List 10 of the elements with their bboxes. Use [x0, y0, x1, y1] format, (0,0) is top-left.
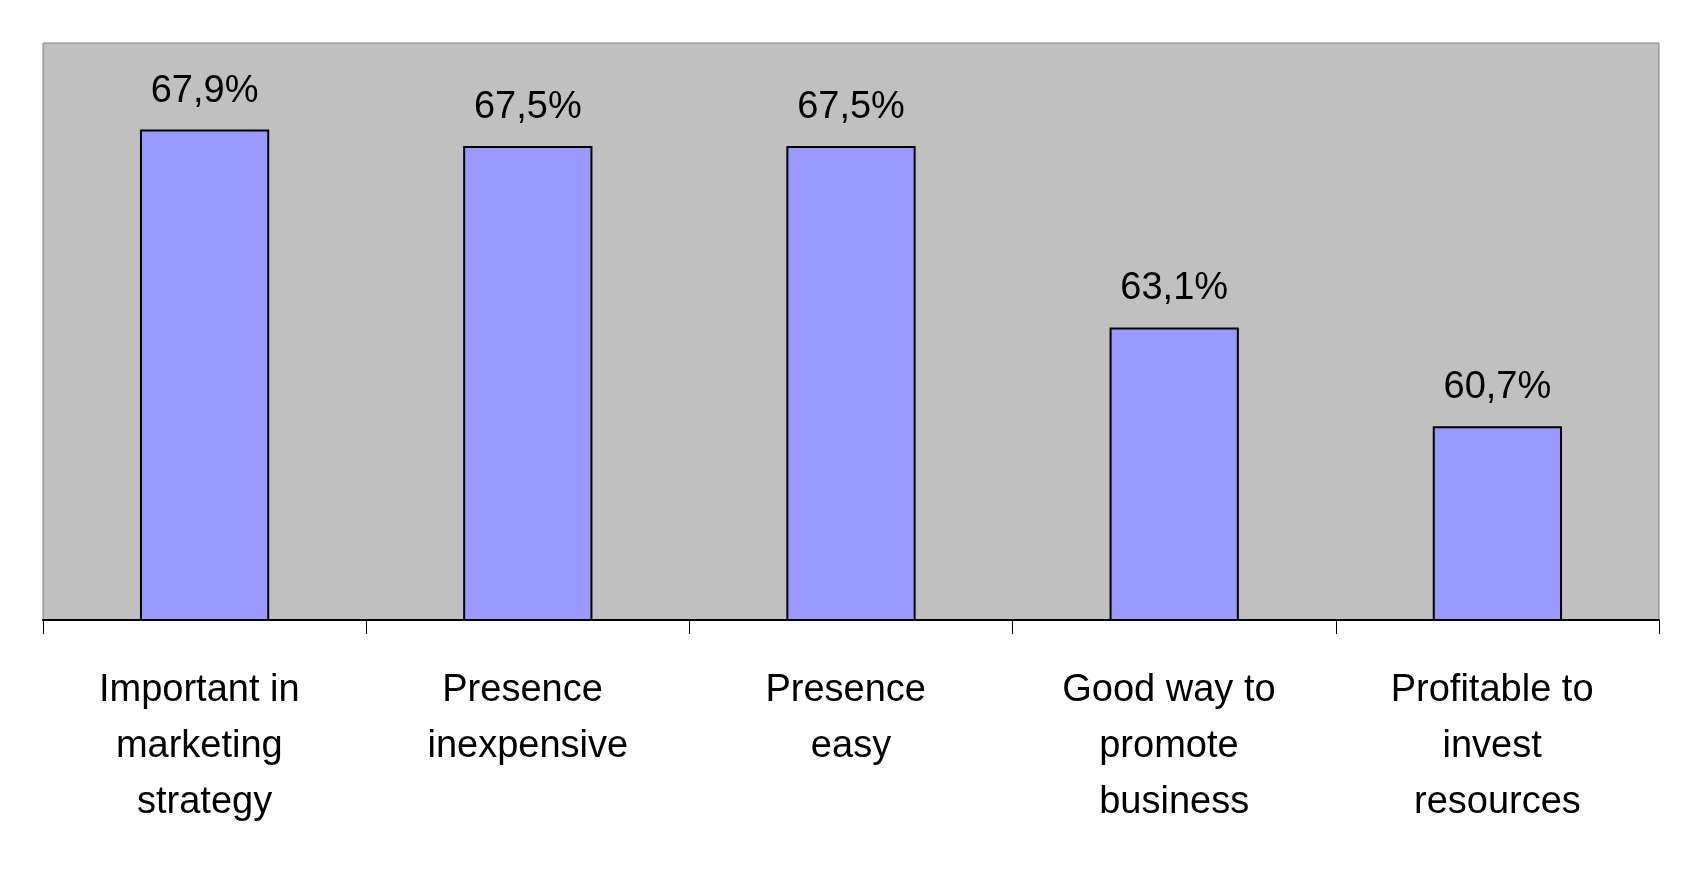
- x-tick-label: Profitable to invest resources: [1390, 667, 1605, 821]
- data-label: 63,1%: [1120, 265, 1229, 308]
- x-tick-label: Presence easy: [765, 667, 937, 765]
- x-tick-label: Good way to promote business: [1062, 667, 1287, 821]
- data-label: 60,7%: [1443, 364, 1552, 407]
- data-label: 67,5%: [473, 84, 582, 127]
- x-tick-label: Important in marketing strategy: [98, 667, 311, 821]
- data-label: 67,5%: [797, 84, 905, 127]
- data-label: 67,9%: [150, 67, 259, 110]
- x-tick-label: Presence inexpensive: [427, 667, 629, 765]
